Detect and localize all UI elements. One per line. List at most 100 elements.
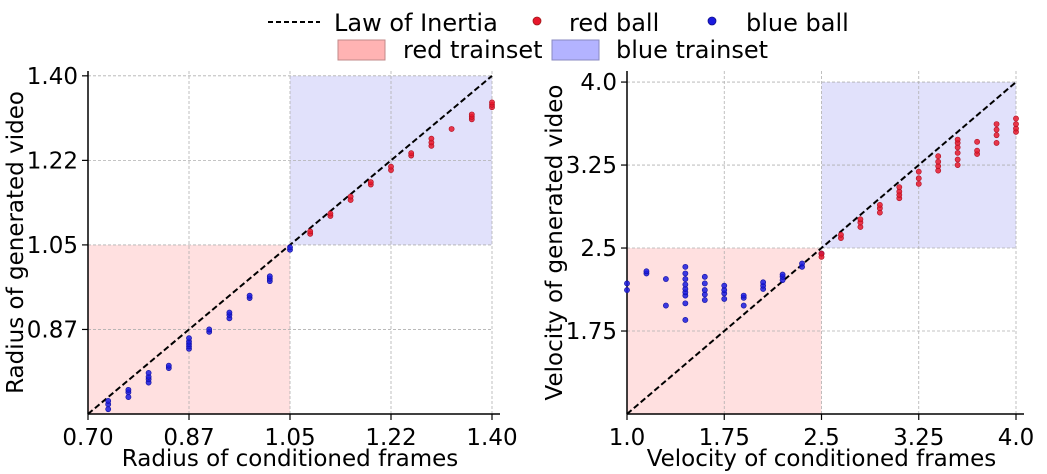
velocity-blue-ball-point bbox=[760, 279, 767, 286]
velocity-red-ball-point bbox=[915, 180, 922, 187]
velocity-y-tick-label: 2.5 bbox=[580, 236, 617, 262]
velocity-red-ball-point bbox=[915, 168, 922, 175]
velocity-x-tick-label: 1.75 bbox=[699, 425, 750, 451]
velocity-red-ball-point bbox=[896, 184, 903, 191]
legend-blue-trainset-label: blue trainset bbox=[616, 36, 768, 64]
velocity-blue-ball-point bbox=[721, 282, 728, 289]
legend-blue-ball-marker bbox=[707, 16, 717, 26]
velocity-red-ball-point bbox=[935, 158, 942, 165]
legend-red-trainset-patch bbox=[337, 39, 386, 61]
velocity-inertia-line bbox=[626, 81, 1017, 415]
legend-red-trainset-label: red trainset bbox=[403, 36, 543, 64]
legend-red-ball-marker bbox=[532, 16, 542, 26]
radius-x-tick-label: 0.70 bbox=[62, 425, 113, 451]
legend: Law of Inertia red ball blue ball red tr… bbox=[268, 9, 849, 64]
velocity-red-ball-point bbox=[993, 132, 1000, 139]
velocity-blue-ball-point bbox=[701, 273, 708, 280]
velocity-blue-ball-point bbox=[663, 302, 669, 309]
radius-blue-ball-point bbox=[165, 362, 172, 369]
legend-blue-ball-label: blue ball bbox=[746, 9, 849, 37]
velocity-red-ball-point bbox=[974, 138, 980, 145]
radius-y-axis-label: Radius of generated video bbox=[3, 91, 29, 394]
velocity-red-ball-point bbox=[876, 201, 883, 208]
velocity-red-ball-point bbox=[1013, 121, 1019, 128]
radius-blue-ball-point bbox=[186, 335, 192, 342]
radius-blue-ball-point bbox=[246, 292, 253, 299]
radius-blue-ball-point bbox=[125, 386, 132, 393]
velocity-red-ball-point bbox=[993, 121, 1000, 128]
velocity-y-axis-label: Velocity of generated video bbox=[542, 85, 568, 401]
velocity-red-ball-point bbox=[838, 231, 844, 238]
velocity-blue-ball-point bbox=[799, 260, 805, 267]
velocity-blue-ball-point bbox=[701, 280, 708, 287]
legend-inertia-label: Law of Inertia bbox=[334, 9, 498, 37]
velocity-red-ball-point bbox=[1013, 115, 1019, 122]
velocity-y-tick-label: 4.0 bbox=[580, 70, 617, 96]
radius-blue-ball-point bbox=[226, 309, 233, 316]
velocity-blue-ball-point bbox=[701, 297, 708, 303]
radius-blue-ball-point bbox=[145, 370, 152, 376]
velocity-blue-ball-point bbox=[643, 268, 650, 275]
velocity-blue-ball-point bbox=[682, 317, 689, 323]
velocity-blue-ball-point bbox=[663, 276, 669, 282]
velocity-blue-ball-point bbox=[721, 296, 728, 302]
velocity-blue-ball-point bbox=[624, 287, 630, 293]
velocity-blue-ball-point bbox=[682, 276, 689, 282]
radius-red-ball-point bbox=[388, 163, 394, 170]
radius-x-axis-label: Radius of conditioned frames bbox=[122, 446, 459, 472]
velocity-y-tick-label: 1.75 bbox=[566, 319, 617, 345]
velocity-red-ball-point bbox=[954, 136, 961, 143]
radius-blue-ball-point bbox=[105, 398, 112, 404]
velocity-red-ball-point bbox=[935, 153, 942, 160]
radius-blue-ball-point bbox=[287, 244, 293, 251]
radius-blue-ball-point bbox=[266, 273, 273, 280]
velocity-blue-ball-point bbox=[701, 287, 708, 293]
radius-red-ball-point bbox=[468, 111, 475, 118]
velocity-red-ball-point bbox=[993, 140, 1000, 146]
radius-red-ball-point bbox=[408, 150, 415, 157]
velocity-red-ball-point bbox=[915, 175, 922, 182]
radius-red-ball-point bbox=[448, 126, 455, 132]
radius-x-tick-label: 1.40 bbox=[466, 425, 517, 451]
legend-blue-trainset-patch bbox=[551, 39, 600, 61]
velocity-red-ball-point bbox=[974, 147, 980, 154]
radius-y-tick-label: 1.22 bbox=[27, 148, 78, 174]
radius-x-tick-label: 1.05 bbox=[264, 425, 315, 451]
velocity-chart: 1.0 1.75 2.5 3.25 4.01.752.53.254.0Velocity … bbox=[542, 70, 1034, 472]
radius-y-tick-label: 1.40 bbox=[27, 64, 78, 90]
velocity-blue-ball-point bbox=[624, 280, 630, 287]
velocity-red-ball-point bbox=[954, 156, 961, 163]
radius-blue-ball-point bbox=[125, 394, 132, 400]
radius-chart: 0.70 0.87 1.05 1.22 1.400.871.051.221.40Radi… bbox=[3, 64, 518, 472]
radius-y-tick-label: 0.87 bbox=[27, 317, 78, 343]
radius-blue-ball-point bbox=[105, 406, 112, 413]
velocity-red-ball-point bbox=[857, 216, 864, 223]
radius-red-ball-point bbox=[347, 193, 354, 200]
radius-x-tick-label: 0.87 bbox=[163, 425, 214, 451]
velocity-blue-ball-point bbox=[682, 300, 689, 307]
velocity-blue-ball-point bbox=[682, 263, 689, 270]
velocity-red-ball-point bbox=[954, 162, 961, 168]
radius-red-ball-point bbox=[327, 210, 334, 217]
velocity-red-ball-point bbox=[818, 250, 825, 257]
velocity-x-axis-label: Velocity of conditioned frames bbox=[647, 446, 997, 472]
velocity-blue-ball-point bbox=[779, 271, 786, 278]
velocity-red-ball-point bbox=[954, 149, 961, 156]
velocity-blue-ball-point bbox=[682, 281, 689, 288]
radius-x-tick-label: 1.22 bbox=[365, 425, 416, 451]
velocity-x-tick-label: 2.5 bbox=[803, 425, 840, 451]
velocity-red-ball-point bbox=[993, 126, 1000, 133]
radius-red-ball-point bbox=[307, 228, 314, 235]
radius-red-ball-point bbox=[367, 179, 374, 186]
velocity-blue-ball-point bbox=[682, 270, 689, 277]
velocity-blue-ball-point bbox=[740, 292, 747, 299]
velocity-x-tick-label: 1.0 bbox=[609, 425, 646, 451]
velocity-blue-ball-point bbox=[740, 302, 747, 309]
velocity-x-tick-label: 3.25 bbox=[893, 425, 944, 451]
radius-red-ball-point bbox=[428, 135, 435, 142]
velocity-x-tick-label: 4.0 bbox=[998, 425, 1035, 451]
velocity-y-tick-label: 3.25 bbox=[566, 153, 617, 179]
radius-blue-ball-point bbox=[206, 326, 213, 333]
legend-red-ball-label: red ball bbox=[569, 9, 659, 37]
